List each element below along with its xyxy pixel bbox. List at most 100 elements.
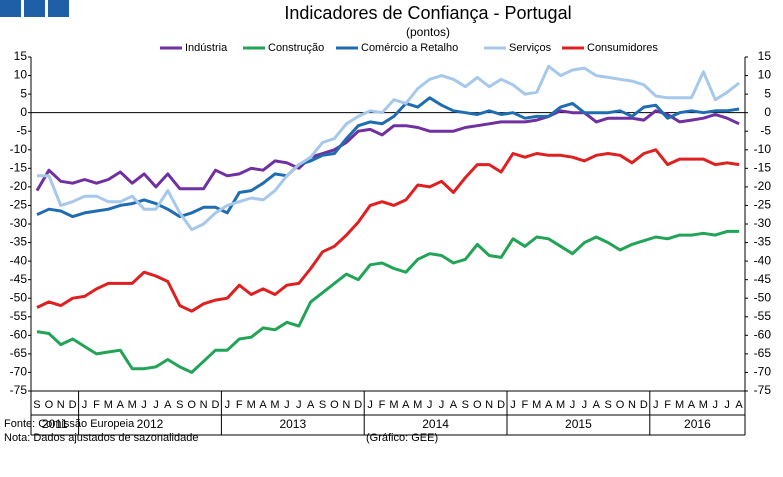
y-tick-label-right: -50 bbox=[754, 290, 772, 304]
series-line bbox=[36, 96, 740, 219]
year-label: 2014 bbox=[422, 417, 449, 431]
x-tick-label: D bbox=[640, 399, 648, 411]
y-tick-label-right: -35 bbox=[754, 235, 772, 249]
x-tick-label: M bbox=[128, 399, 137, 411]
y-tick-label-right: -30 bbox=[754, 216, 772, 230]
x-tick-label: A bbox=[735, 399, 743, 411]
x-tick-label: F bbox=[521, 399, 528, 411]
y-tick-label: 0 bbox=[20, 105, 27, 119]
x-tick-label: A bbox=[593, 399, 601, 411]
x-tick-label: J bbox=[367, 399, 373, 411]
y-tick-label: 15 bbox=[14, 49, 28, 63]
x-tick-label: N bbox=[628, 399, 636, 411]
series-line bbox=[37, 64, 741, 232]
legend-label: Indústria bbox=[185, 42, 228, 54]
y-tick-label-right: -70 bbox=[754, 365, 772, 379]
series-line bbox=[36, 229, 740, 374]
logo-square bbox=[24, 0, 45, 17]
chart-title: Indicadores de Confiança - Portugal bbox=[284, 3, 571, 23]
x-tick-label: N bbox=[57, 399, 65, 411]
x-tick-label: D bbox=[354, 399, 362, 411]
note: Nota: Dados ajustados de sazonalidade bbox=[4, 432, 198, 444]
x-tick-label: M bbox=[413, 399, 422, 411]
y-tick-label: -15 bbox=[10, 161, 28, 175]
y-tick-label: -35 bbox=[10, 235, 28, 249]
y-tick-label-right: -10 bbox=[754, 142, 772, 156]
x-tick-label: M bbox=[389, 399, 398, 411]
y-tick-label-right: -5 bbox=[760, 123, 771, 137]
y-tick-label: -10 bbox=[10, 142, 28, 156]
x-tick-label: A bbox=[164, 399, 172, 411]
x-tick-label: M bbox=[675, 399, 684, 411]
x-tick-label: S bbox=[319, 399, 326, 411]
y-tick-label: -70 bbox=[10, 365, 28, 379]
x-tick-label: M bbox=[556, 399, 565, 411]
y-tick-label-right: 5 bbox=[764, 86, 771, 100]
year-label: 2016 bbox=[684, 417, 711, 431]
x-tick-label: F bbox=[379, 399, 386, 411]
x-tick-label: N bbox=[485, 399, 493, 411]
x-tick-label: J bbox=[153, 399, 159, 411]
legend-label: Construção bbox=[268, 42, 324, 54]
x-tick-label: J bbox=[82, 399, 88, 411]
y-tick-label: -65 bbox=[10, 346, 28, 360]
y-tick-label-right: -15 bbox=[754, 161, 772, 175]
y-tick-label-right: -60 bbox=[754, 328, 772, 342]
x-tick-label: J bbox=[582, 399, 588, 411]
y-tick-label: 5 bbox=[20, 86, 27, 100]
logo-square bbox=[0, 0, 21, 17]
y-tick-label: -20 bbox=[10, 179, 28, 193]
series-line bbox=[35, 109, 740, 192]
x-tick-label: J bbox=[427, 399, 433, 411]
x-tick-label: A bbox=[307, 399, 315, 411]
x-tick-label: J bbox=[225, 399, 231, 411]
year-label: 2011 bbox=[42, 417, 68, 431]
x-tick-label: A bbox=[688, 399, 696, 411]
year-label: 2012 bbox=[137, 417, 164, 431]
credit: (Gráfico: GEE) bbox=[366, 432, 438, 444]
x-tick-label: F bbox=[664, 399, 671, 411]
y-tick-label: -40 bbox=[10, 253, 28, 267]
x-tick-label: N bbox=[200, 399, 208, 411]
x-tick-label: O bbox=[45, 399, 54, 411]
x-tick-label: J bbox=[284, 399, 290, 411]
y-tick-label-right: 15 bbox=[758, 49, 772, 63]
logo-square bbox=[48, 0, 69, 17]
x-tick-label: A bbox=[259, 399, 267, 411]
x-tick-label: O bbox=[330, 399, 339, 411]
x-tick-label: M bbox=[532, 399, 541, 411]
source: Fonte: Comissão Europeia bbox=[4, 418, 135, 430]
legend-label: Comércio a Retalho bbox=[361, 42, 458, 54]
y-tick-label-right: -40 bbox=[754, 253, 772, 267]
x-tick-label: S bbox=[176, 399, 183, 411]
x-tick-label: M bbox=[270, 399, 279, 411]
series-line bbox=[36, 148, 740, 313]
legend-label: Serviços bbox=[509, 42, 552, 54]
legend-label: Consumidores bbox=[587, 42, 658, 54]
x-tick-label: F bbox=[93, 399, 100, 411]
y-tick-label: -30 bbox=[10, 216, 28, 230]
y-tick-label-right: -45 bbox=[754, 272, 772, 286]
y-tick-label: -50 bbox=[10, 290, 28, 304]
y-tick-label: -25 bbox=[10, 198, 28, 212]
y-tick-label-right: -65 bbox=[754, 346, 772, 360]
x-tick-label: M bbox=[247, 399, 256, 411]
y-tick-label: -60 bbox=[10, 328, 28, 342]
x-tick-label: J bbox=[439, 399, 445, 411]
y-tick-label-right: 10 bbox=[758, 68, 772, 82]
y-tick-label-right: -20 bbox=[754, 179, 772, 193]
x-tick-label: A bbox=[117, 399, 125, 411]
x-tick-label: J bbox=[296, 399, 302, 411]
y-tick-label: -45 bbox=[10, 272, 28, 286]
y-tick-label: 10 bbox=[14, 68, 28, 82]
x-tick-label: J bbox=[713, 399, 719, 411]
x-tick-label: O bbox=[187, 399, 196, 411]
x-tick-label: J bbox=[724, 399, 730, 411]
x-tick-label: J bbox=[653, 399, 659, 411]
x-tick-label: A bbox=[450, 399, 458, 411]
y-tick-label-right: -25 bbox=[754, 198, 772, 212]
x-tick-label: A bbox=[402, 399, 410, 411]
x-tick-label: M bbox=[699, 399, 708, 411]
x-tick-label: S bbox=[604, 399, 611, 411]
y-tick-label: -5 bbox=[16, 123, 27, 137]
